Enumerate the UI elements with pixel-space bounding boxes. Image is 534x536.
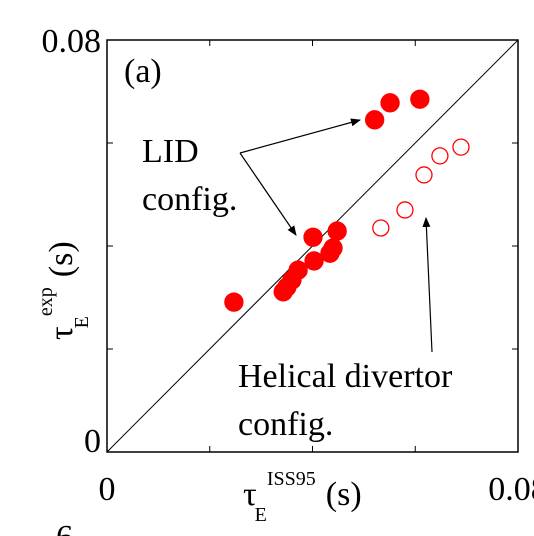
point (224, 292, 244, 312)
arrow (422, 217, 433, 353)
arrow (239, 152, 297, 236)
annotation: config. (238, 406, 333, 443)
point (327, 221, 347, 241)
stray-text: 6 (56, 519, 73, 536)
point (372, 219, 390, 237)
point (303, 227, 323, 247)
point (304, 251, 324, 271)
point (431, 147, 449, 165)
point (288, 260, 308, 280)
point (396, 201, 414, 219)
point (365, 110, 385, 130)
y-tick-label: 0.08 (42, 23, 102, 60)
x-tick-label: 0.08 (488, 471, 534, 508)
x-axis-label: τ EISS95 (s) (243, 468, 362, 526)
point (452, 138, 470, 156)
annotation: LID (142, 133, 199, 170)
y-axis-label: τEexp(s) (35, 241, 93, 340)
point (410, 89, 430, 109)
panel-label: (a) (124, 53, 162, 90)
y-tick-label: 0 (84, 423, 101, 460)
annotation: config. (142, 181, 237, 218)
point (323, 238, 343, 258)
arrow (239, 118, 361, 154)
point (380, 93, 400, 113)
annotation: Helical divertor (238, 358, 453, 395)
x-tick-label: 0 (99, 471, 116, 508)
point (415, 166, 433, 184)
